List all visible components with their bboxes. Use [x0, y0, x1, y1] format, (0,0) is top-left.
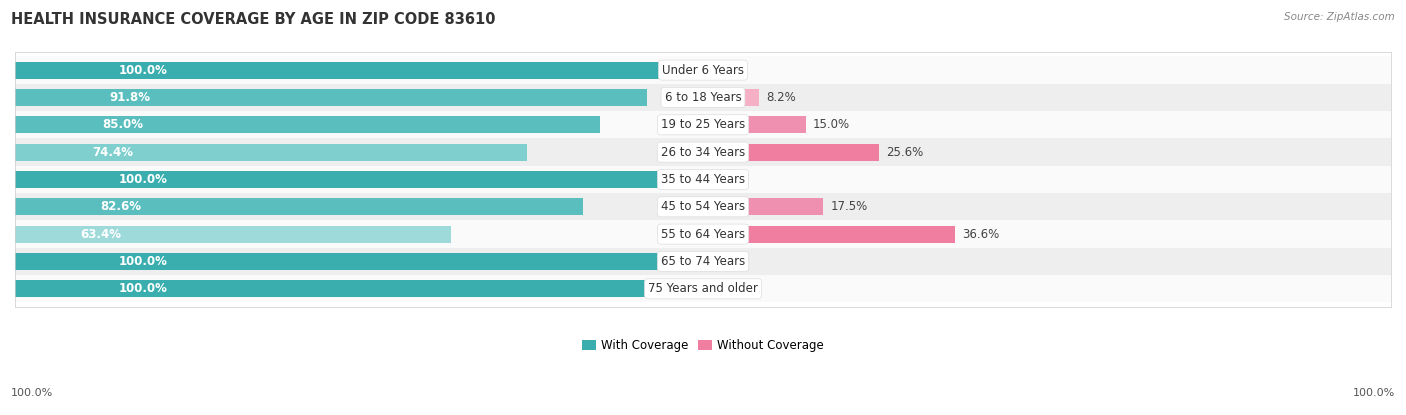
Text: Under 6 Years: Under 6 Years — [662, 63, 744, 77]
Text: 100.0%: 100.0% — [11, 388, 53, 398]
Text: 26 to 34 Years: 26 to 34 Years — [661, 146, 745, 159]
Bar — [15, 171, 703, 188]
Text: 63.4%: 63.4% — [80, 227, 121, 241]
Text: 35 to 44 Years: 35 to 44 Years — [661, 173, 745, 186]
Bar — [15, 193, 1391, 220]
Bar — [15, 144, 527, 161]
Text: 75 Years and older: 75 Years and older — [648, 282, 758, 295]
Text: 100.0%: 100.0% — [118, 255, 167, 268]
Text: 19 to 25 Years: 19 to 25 Years — [661, 118, 745, 131]
Text: 100.0%: 100.0% — [118, 282, 167, 295]
Text: 65 to 74 Years: 65 to 74 Years — [661, 255, 745, 268]
Text: 17.5%: 17.5% — [831, 200, 868, 213]
Text: 6 to 18 Years: 6 to 18 Years — [665, 91, 741, 104]
Bar — [15, 139, 1391, 166]
Text: 100.0%: 100.0% — [118, 173, 167, 186]
Bar — [703, 226, 955, 243]
Bar — [15, 220, 1391, 248]
Text: 0.0%: 0.0% — [710, 63, 740, 77]
Text: 91.8%: 91.8% — [110, 91, 150, 104]
Bar — [15, 84, 1391, 111]
Bar — [15, 62, 703, 78]
Text: 82.6%: 82.6% — [100, 200, 141, 213]
Text: 0.0%: 0.0% — [710, 255, 740, 268]
Bar — [15, 56, 1391, 84]
Bar — [15, 111, 1391, 139]
Text: 25.6%: 25.6% — [886, 146, 924, 159]
Text: 45 to 54 Years: 45 to 54 Years — [661, 200, 745, 213]
Text: 74.4%: 74.4% — [91, 146, 132, 159]
Text: 8.2%: 8.2% — [766, 91, 796, 104]
Text: HEALTH INSURANCE COVERAGE BY AGE IN ZIP CODE 83610: HEALTH INSURANCE COVERAGE BY AGE IN ZIP … — [11, 12, 496, 27]
Bar — [15, 226, 451, 243]
Bar — [15, 116, 600, 133]
Bar — [703, 89, 759, 106]
Bar — [703, 198, 824, 215]
Bar — [703, 116, 806, 133]
Bar — [703, 144, 879, 161]
Text: 36.6%: 36.6% — [962, 227, 998, 241]
Text: 55 to 64 Years: 55 to 64 Years — [661, 227, 745, 241]
Legend: With Coverage, Without Coverage: With Coverage, Without Coverage — [578, 334, 828, 356]
Text: 100.0%: 100.0% — [118, 63, 167, 77]
Bar — [15, 198, 583, 215]
Bar — [15, 248, 1391, 275]
Bar — [15, 275, 1391, 303]
Text: 100.0%: 100.0% — [1353, 388, 1395, 398]
Bar — [15, 253, 703, 270]
Text: Source: ZipAtlas.com: Source: ZipAtlas.com — [1284, 12, 1395, 22]
Text: 0.0%: 0.0% — [710, 173, 740, 186]
Bar — [15, 280, 703, 297]
Text: 85.0%: 85.0% — [103, 118, 143, 131]
Text: 15.0%: 15.0% — [813, 118, 851, 131]
Bar — [15, 166, 1391, 193]
Text: 0.0%: 0.0% — [710, 282, 740, 295]
Bar — [15, 89, 647, 106]
